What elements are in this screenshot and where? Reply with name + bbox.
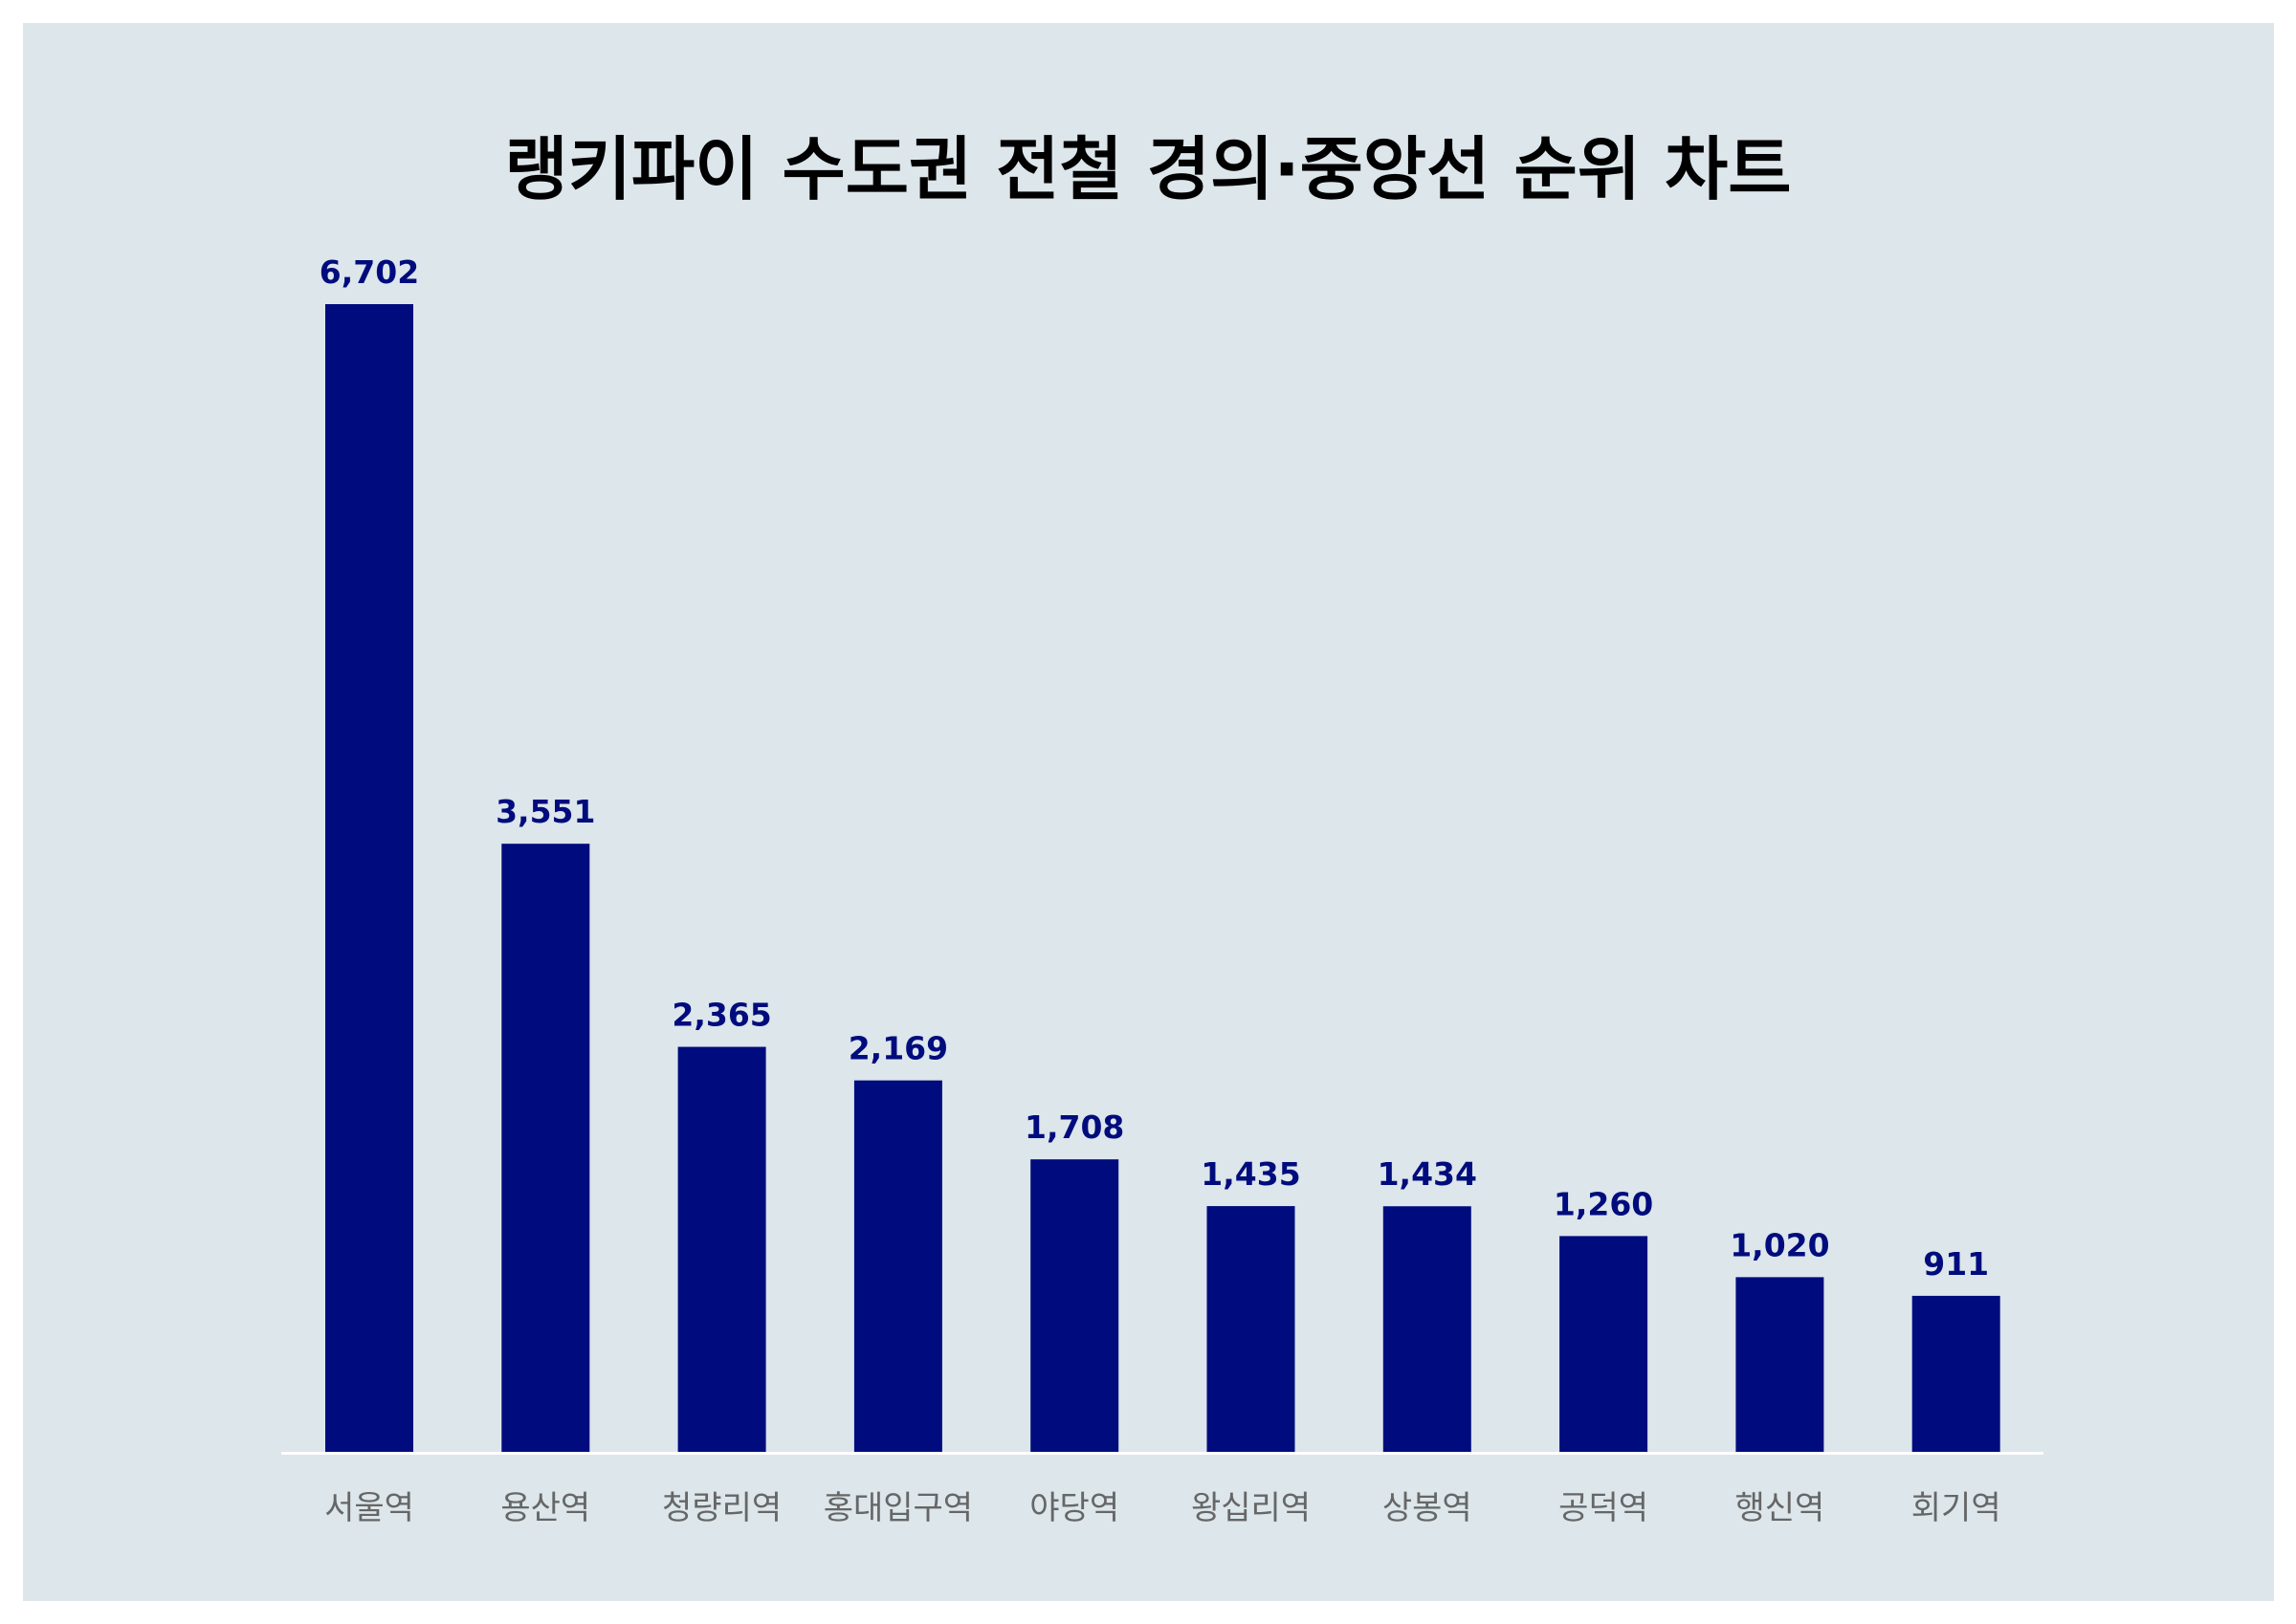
bar-3 xyxy=(853,1080,942,1452)
value-label-1: 3,551 xyxy=(496,793,595,830)
value-label-7: 1,260 xyxy=(1554,1185,1653,1222)
value-label-6: 1,434 xyxy=(1378,1155,1477,1193)
bar-5 xyxy=(1206,1206,1295,1452)
category-label-6: 상봉역 xyxy=(1382,1489,1472,1527)
bar-7 xyxy=(1559,1236,1648,1452)
category-label-3: 홍대입구역 xyxy=(824,1489,973,1527)
category-label-9: 회기역 xyxy=(1911,1489,2001,1527)
value-label-3: 2,169 xyxy=(849,1030,948,1067)
value-label-9: 911 xyxy=(1923,1245,1989,1283)
category-label-8: 행신역 xyxy=(1734,1489,1824,1527)
chart-title: 랭키파이 수도권 전철 경의·중앙선 순위 차트 xyxy=(504,129,1792,209)
bar-6 xyxy=(1382,1206,1471,1452)
value-label-0: 6,702 xyxy=(320,253,419,291)
bar-1 xyxy=(501,844,590,1452)
value-label-2: 2,365 xyxy=(672,997,771,1034)
bar-8 xyxy=(1735,1277,1824,1452)
bar-4 xyxy=(1030,1159,1119,1452)
category-label-4: 야당역 xyxy=(1029,1489,1119,1527)
category-label-2: 청량리역 xyxy=(662,1489,782,1527)
value-label-5: 1,435 xyxy=(1201,1155,1300,1193)
bar-9 xyxy=(1911,1295,2000,1452)
value-label-4: 1,708 xyxy=(1025,1108,1124,1146)
bar-0 xyxy=(325,304,413,1452)
category-label-7: 공덕역 xyxy=(1558,1489,1648,1527)
category-label-5: 왕십리역 xyxy=(1191,1489,1311,1527)
category-label-0: 서울역 xyxy=(324,1489,414,1527)
category-label-1: 용산역 xyxy=(500,1489,590,1527)
value-label-8: 1,020 xyxy=(1730,1226,1829,1263)
bar-2 xyxy=(677,1046,766,1452)
